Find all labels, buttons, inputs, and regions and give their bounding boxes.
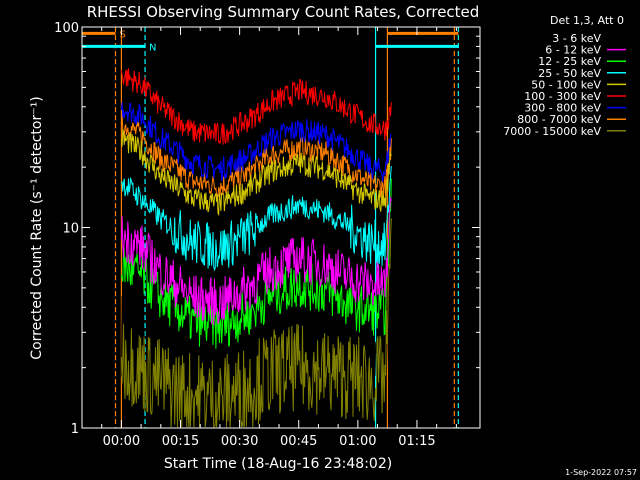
series-line	[120, 218, 392, 428]
y-tick-label: 1	[71, 422, 79, 437]
x-tick-label: 00:00	[103, 434, 140, 449]
series-line	[120, 68, 392, 145]
legend-label: 100 - 300 keV	[524, 90, 601, 103]
legend-label: 6 - 12 keV	[545, 44, 601, 57]
y-tick-label: 100	[54, 21, 79, 36]
x-tick-label: 00:30	[221, 434, 258, 449]
x-tick-label: 01:00	[339, 434, 376, 449]
axes: 00:00 00:15 00:30 00:45 01:00 01:15 1 10 100	[54, 21, 481, 449]
series-line	[120, 197, 392, 326]
x-axis-label: Start Time (18-Aug-16 23:48:02)	[164, 456, 392, 472]
annotation-label: N	[149, 42, 156, 53]
legend-label: 7000 - 15000 keV	[503, 125, 601, 138]
x-tick-label: 01:15	[398, 434, 435, 449]
legend-label: 800 - 7000 keV	[517, 113, 601, 126]
plot-area: SN	[82, 27, 459, 428]
series-line	[120, 165, 392, 272]
timestamp: 1-Sep-2022 07:57	[565, 468, 637, 477]
legend-label: 25 - 50 keV	[538, 67, 601, 80]
series-line	[120, 129, 392, 217]
legend-label: 50 - 100 keV	[531, 78, 601, 91]
series-line	[120, 178, 392, 349]
series-line	[120, 102, 392, 183]
legend-label: 300 - 800 keV	[524, 102, 601, 115]
annotation-label: S	[119, 29, 125, 40]
y-tick-label: 10	[62, 222, 79, 237]
x-tick-label: 00:15	[162, 434, 199, 449]
legend-label: 3 - 6 keV	[552, 32, 601, 45]
legend-label: 12 - 25 keV	[538, 55, 601, 68]
chart-title: RHESSI Observing Summary Count Rates, Co…	[87, 3, 480, 21]
legend-header: Det 1,3, Att 0	[550, 14, 624, 27]
y-axis-label: Corrected Count Rate (s⁻¹ detector⁻¹)	[29, 96, 45, 359]
x-tick-label: 00:45	[280, 434, 317, 449]
